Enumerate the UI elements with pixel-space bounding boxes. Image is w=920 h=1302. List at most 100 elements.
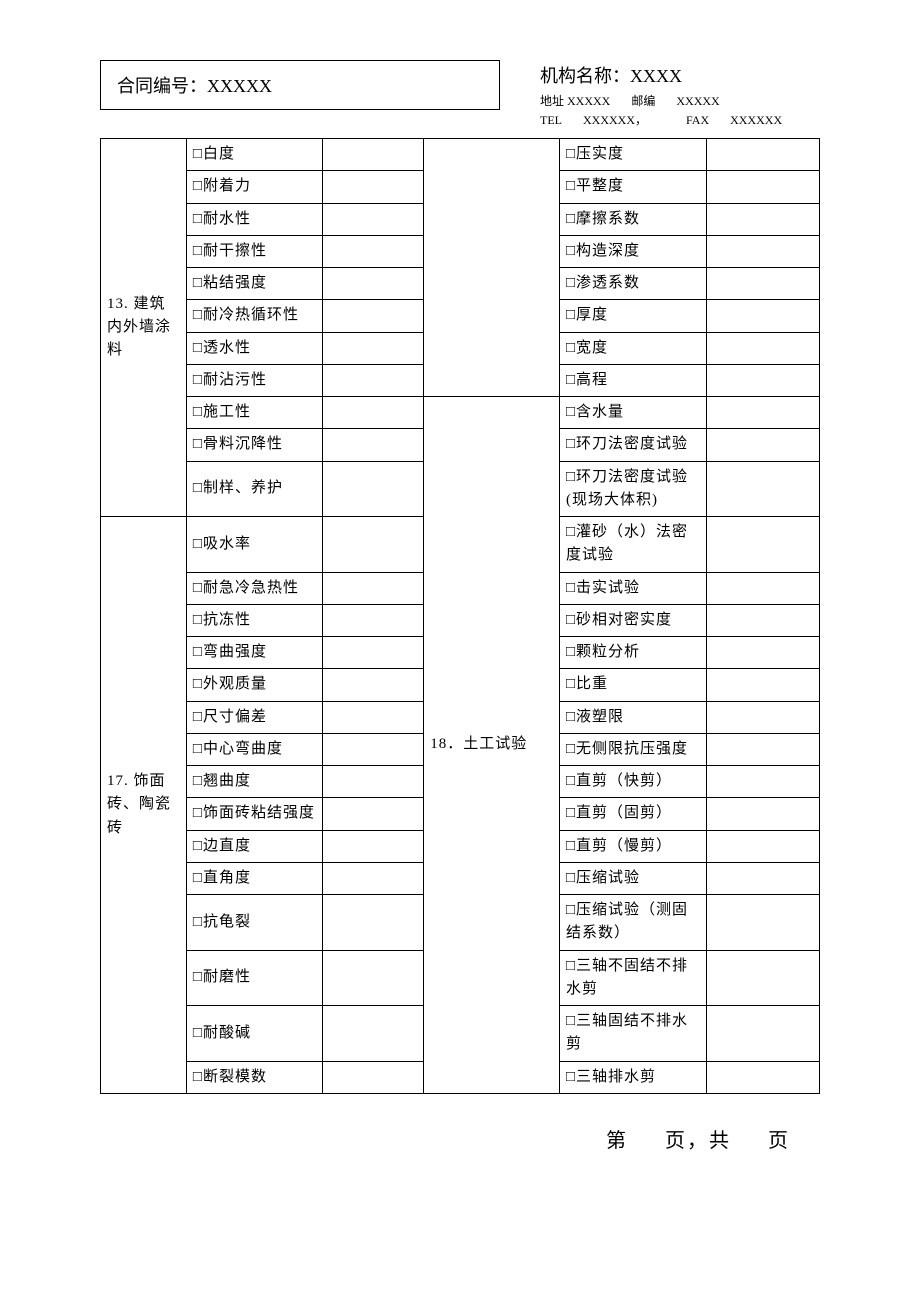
checkbox-item[interactable]: □翘曲度 [186, 766, 322, 798]
checkbox-item[interactable]: □耐干擦性 [186, 235, 322, 267]
checkbox-item[interactable]: □骨料沉降性 [186, 429, 322, 461]
contract-number-label: 合同编号：XXXXX [117, 72, 272, 98]
checkbox-item[interactable]: □白度 [186, 139, 322, 171]
checkbox-item[interactable]: □抗冻性 [186, 604, 322, 636]
checkbox-item[interactable]: □砂相对密实度 [559, 604, 706, 636]
blank-cell [706, 517, 819, 573]
checkbox-item[interactable]: □中心弯曲度 [186, 733, 322, 765]
addr-label: 地址 [540, 94, 564, 108]
blank-cell [322, 669, 424, 701]
blank-cell [706, 733, 819, 765]
checkbox-item[interactable]: □耐沾污性 [186, 364, 322, 396]
checkbox-item[interactable]: □压缩试验 [559, 862, 706, 894]
blank-cell [706, 203, 819, 235]
checkbox-item[interactable]: □附着力 [186, 171, 322, 203]
checkbox-item[interactable]: □压缩试验（测固结系数） [559, 895, 706, 951]
checkbox-item[interactable]: □压实度 [559, 139, 706, 171]
blank-cell [706, 637, 819, 669]
page-footer: 第 页，共 页 [100, 1124, 820, 1153]
blank-cell [706, 429, 819, 461]
blank-cell [322, 364, 424, 396]
blank-cell [706, 862, 819, 894]
checkbox-item[interactable]: □抗龟裂 [186, 895, 322, 951]
checkbox-item[interactable]: □边直度 [186, 830, 322, 862]
blank-cell [706, 798, 819, 830]
checkbox-item[interactable]: □渗透系数 [559, 268, 706, 300]
checkbox-item[interactable]: □制样、养护 [186, 461, 322, 517]
blank-cell [706, 950, 819, 1006]
checkbox-item[interactable]: □耐水性 [186, 203, 322, 235]
checkbox-item[interactable]: □构造深度 [559, 235, 706, 267]
checkbox-item[interactable]: □直剪（固剪） [559, 798, 706, 830]
post-label: 邮编 [631, 94, 655, 108]
blank-cell [706, 139, 819, 171]
blank-cell [322, 1006, 424, 1062]
blank-cell [322, 637, 424, 669]
category-cell-17: 17. 饰面砖、陶瓷砖 [101, 517, 187, 1094]
blank-cell [322, 604, 424, 636]
footer-page-mid: 页，共 [665, 1130, 731, 1152]
blank-cell [706, 397, 819, 429]
checkbox-item[interactable]: □耐急冷急热性 [186, 572, 322, 604]
blank-cell [706, 332, 819, 364]
blank-cell [322, 830, 424, 862]
checkbox-item[interactable]: □环刀法密度试验(现场大体积) [559, 461, 706, 517]
addr-value: XXXXX [567, 94, 610, 108]
checkbox-item[interactable]: □含水量 [559, 397, 706, 429]
blank-cell [322, 268, 424, 300]
footer-page-prefix: 第 [606, 1130, 628, 1152]
blank-cell [706, 461, 819, 517]
checkbox-item[interactable]: □颗粒分析 [559, 637, 706, 669]
blank-cell [322, 701, 424, 733]
checkbox-item[interactable]: □透水性 [186, 332, 322, 364]
checkbox-item[interactable]: □摩擦系数 [559, 203, 706, 235]
org-name: 机构名称：XXXX [540, 62, 820, 88]
checkbox-item[interactable]: □耐磨性 [186, 950, 322, 1006]
checkbox-item[interactable]: □三轴固结不排水剪 [559, 1006, 706, 1062]
checkbox-item[interactable]: □吸水率 [186, 517, 322, 573]
org-address-line: 地址 XXXXX 邮编 XXXXX [540, 92, 820, 109]
checkbox-item[interactable]: □高程 [559, 364, 706, 396]
checkbox-item[interactable]: □无侧限抗压强度 [559, 733, 706, 765]
blank-cell [322, 139, 424, 171]
footer-page-suffix: 页 [768, 1130, 790, 1152]
checkbox-item[interactable]: □三轴排水剪 [559, 1061, 706, 1093]
blank-cell [322, 397, 424, 429]
blank-cell [706, 669, 819, 701]
checkbox-item[interactable]: □三轴不固结不排水剪 [559, 950, 706, 1006]
blank-cell [706, 171, 819, 203]
checkbox-item[interactable]: □直剪（快剪） [559, 766, 706, 798]
blank-cell [322, 461, 424, 517]
checkbox-item[interactable]: □直剪（慢剪） [559, 830, 706, 862]
checkbox-item[interactable]: □液塑限 [559, 701, 706, 733]
checkbox-item[interactable]: □耐冷热循环性 [186, 300, 322, 332]
table-row: □施工性 18．土工试验 □含水量 [101, 397, 820, 429]
checkbox-item[interactable]: □灌砂（水）法密度试验 [559, 517, 706, 573]
checkbox-item[interactable]: □尺寸偏差 [186, 701, 322, 733]
checkbox-item[interactable]: □施工性 [186, 397, 322, 429]
page-header: 合同编号：XXXXX 机构名称：XXXX 地址 XXXXX 邮编 XXXXX T… [100, 60, 820, 130]
blank-cell [706, 268, 819, 300]
checkbox-item[interactable]: □宽度 [559, 332, 706, 364]
checkbox-item[interactable]: □厚度 [559, 300, 706, 332]
blank-cell [706, 572, 819, 604]
checkbox-item[interactable]: □环刀法密度试验 [559, 429, 706, 461]
checkbox-item[interactable]: □击实试验 [559, 572, 706, 604]
checkbox-item[interactable]: □断裂模数 [186, 1061, 322, 1093]
blank-cell [322, 950, 424, 1006]
checkbox-item[interactable]: □弯曲强度 [186, 637, 322, 669]
test-items-table: 13. 建筑内外墙涂料 □白度 □压实度 □附着力 □平整度 □耐水性 □摩擦系… [100, 138, 820, 1094]
checkbox-item[interactable]: □耐酸碱 [186, 1006, 322, 1062]
checkbox-item[interactable]: □粘结强度 [186, 268, 322, 300]
table-row: 13. 建筑内外墙涂料 □白度 □压实度 [101, 139, 820, 171]
blank-cell [322, 862, 424, 894]
blank-cell [706, 364, 819, 396]
checkbox-item[interactable]: □外观质量 [186, 669, 322, 701]
contract-number-box: 合同编号：XXXXX [100, 60, 500, 110]
checkbox-item[interactable]: □比重 [559, 669, 706, 701]
checkbox-item[interactable]: □饰面砖粘结强度 [186, 798, 322, 830]
category-cell-upper-blank [424, 139, 560, 397]
checkbox-item[interactable]: □直角度 [186, 862, 322, 894]
checkbox-item[interactable]: □平整度 [559, 171, 706, 203]
tel-label: TEL [540, 113, 562, 127]
